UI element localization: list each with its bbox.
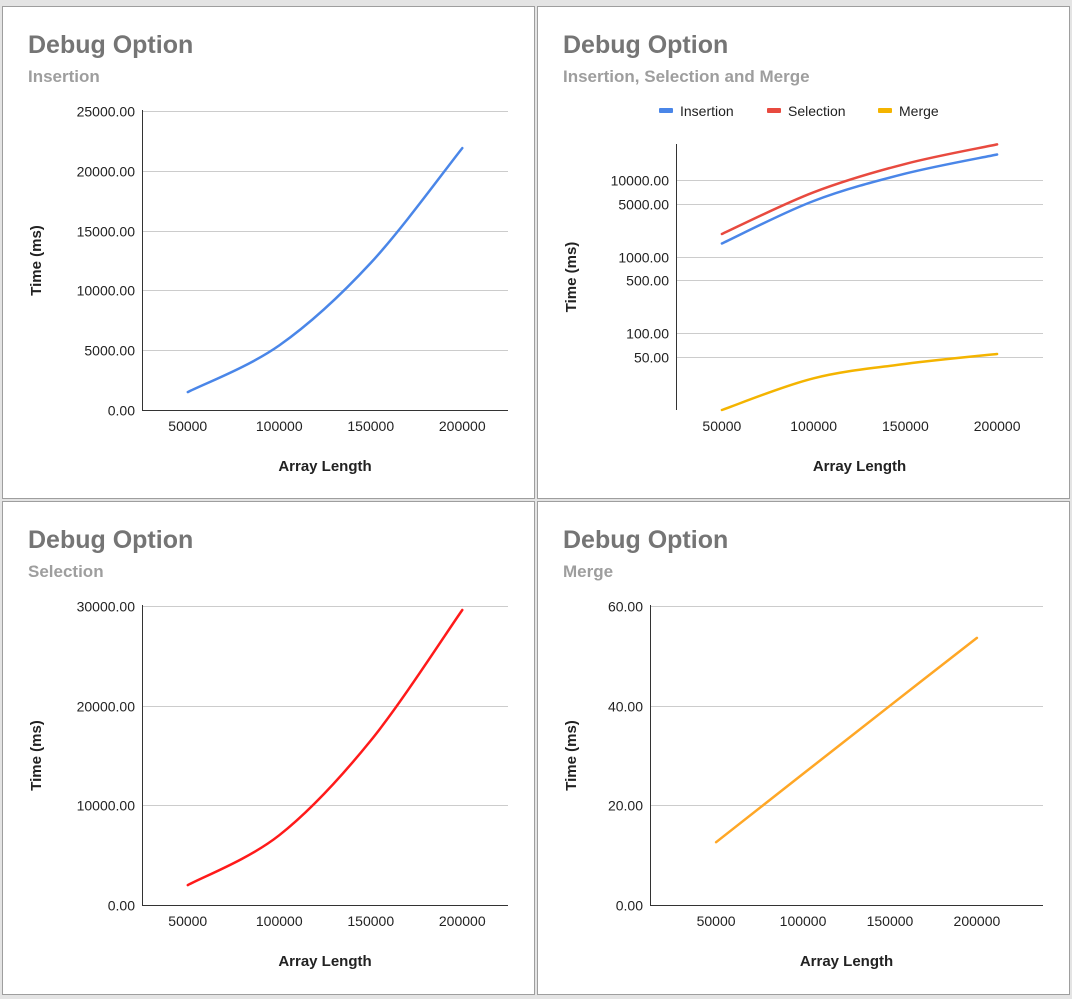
- chart-subtitle: Selection: [28, 562, 104, 581]
- selection-line: [720, 143, 999, 236]
- x-tick-label: 150000: [347, 418, 394, 434]
- chart-panel-combined: Debug Option Insertion, Selection and Me…: [537, 6, 1070, 499]
- chart-title: Debug Option: [28, 526, 194, 554]
- x-axis-title: Array Length: [800, 953, 893, 970]
- chart-panel-selection: Debug Option Selection 0.00 10000.00 20000…: [2, 501, 535, 995]
- y-tick-label: 100.00: [626, 326, 669, 342]
- line-chart-combined: 50.00 100.00 500.00 1000.00 5000.00 10000.00 5…: [563, 103, 1043, 475]
- x-tick-label: 100000: [256, 913, 303, 929]
- x-tick-label: 50000: [168, 913, 207, 929]
- x-tick-label: 50000: [697, 913, 736, 929]
- y-tick-label: 40.00: [608, 699, 643, 715]
- x-tick-label: 100000: [780, 913, 827, 929]
- y-tick-label: 60.00: [608, 599, 643, 615]
- x-tick-label: 50000: [168, 418, 207, 434]
- x-tick-label: 150000: [882, 418, 929, 434]
- x-tick-label: 200000: [439, 913, 486, 929]
- y-tick-label: 0.00: [108, 403, 135, 419]
- legend-label-selection: Selection: [788, 103, 846, 119]
- y-tick-label: 30000.00: [77, 599, 136, 615]
- chart-panel-merge: Debug Option Merge 0.00 20.00 40.00 60.00 50…: [537, 501, 1070, 995]
- y-tick-label: 20000.00: [77, 699, 136, 715]
- y-axis-title: Time (ms): [563, 720, 580, 791]
- x-tick-label: 150000: [347, 913, 394, 929]
- chart-subtitle: Insertion, Selection and Merge: [563, 67, 810, 86]
- insertion-line: [720, 153, 999, 245]
- x-tick-label: 100000: [790, 418, 837, 434]
- y-tick-label: 500.00: [626, 273, 669, 289]
- legend-swatch-insertion: [659, 108, 673, 113]
- y-axis-title: Time (ms): [28, 225, 45, 296]
- x-tick-label: 200000: [439, 418, 486, 434]
- chart-title: Debug Option: [563, 31, 729, 59]
- chart-subtitle: Insertion: [28, 67, 100, 86]
- y-tick-label: 0.00: [616, 898, 643, 914]
- chart-subtitle: Merge: [563, 562, 614, 581]
- y-tick-label: 5000.00: [84, 343, 135, 359]
- y-tick-label: 10000.00: [77, 283, 136, 299]
- legend-swatch-merge: [878, 108, 892, 113]
- x-tick-label: 100000: [256, 418, 303, 434]
- x-axis-title: Array Length: [278, 953, 371, 970]
- y-tick-label: 10000.00: [611, 173, 670, 189]
- line-chart-insertion: 0.00 5000.00 10000.00 15000.00 20000.00 25000…: [28, 104, 508, 475]
- merge-line: [720, 352, 999, 412]
- series-line: [186, 608, 464, 887]
- y-tick-label: 10000.00: [77, 798, 136, 814]
- y-axis-title: Time (ms): [28, 720, 45, 791]
- line-chart-selection: 0.00 10000.00 20000.00 30000.00 50000 100000 1…: [28, 599, 508, 970]
- series-line: [714, 636, 979, 844]
- series-line: [186, 146, 464, 394]
- legend-label-insertion: Insertion: [680, 103, 734, 119]
- chart-title: Debug Option: [563, 526, 729, 554]
- x-tick-label: 200000: [974, 418, 1021, 434]
- x-tick-label: 150000: [867, 913, 914, 929]
- chart-panel-insertion: Debug Option Insertion 0.00 5000.00 10000.…: [2, 6, 535, 499]
- x-tick-label: 200000: [954, 913, 1001, 929]
- legend-label-merge: Merge: [899, 103, 939, 119]
- y-tick-label: 20.00: [608, 798, 643, 814]
- y-tick-label: 50.00: [634, 350, 669, 366]
- y-tick-label: 1000.00: [618, 250, 669, 266]
- y-tick-label: 5000.00: [618, 197, 669, 213]
- y-tick-label: 25000.00: [77, 104, 136, 120]
- x-axis-title: Array Length: [813, 458, 906, 475]
- chart-title: Debug Option: [28, 31, 194, 59]
- y-tick-label: 15000.00: [77, 224, 136, 240]
- legend-swatch-selection: [767, 108, 781, 113]
- x-tick-label: 50000: [702, 418, 741, 434]
- line-chart-merge: 0.00 20.00 40.00 60.00 50000 100000 150000 2000…: [563, 599, 1043, 970]
- y-tick-label: 20000.00: [77, 164, 136, 180]
- y-tick-label: 0.00: [108, 898, 135, 914]
- x-axis-title: Array Length: [278, 458, 371, 475]
- y-axis-title: Time (ms): [563, 242, 580, 313]
